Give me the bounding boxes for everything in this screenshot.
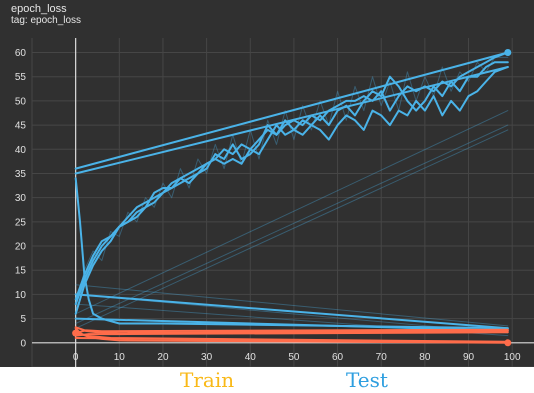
- legend-test-label: Test: [346, 368, 388, 392]
- chart-panel: 0 10 20 30 40 50 60 70 80 90 100 0 5 10 15 20 25 30 35 40 4…: [0, 0, 534, 367]
- series-layer: [74, 51, 509, 344]
- chart-title: epoch_loss: [11, 3, 67, 15]
- test-series-line: [74, 293, 509, 330]
- test-series-line: [74, 51, 509, 170]
- x-tick-label: 0: [73, 352, 79, 363]
- test-series-line: [74, 61, 509, 306]
- x-tick-label: 80: [419, 352, 431, 363]
- x-tick-label: 70: [376, 352, 388, 363]
- test-series-line: [74, 51, 509, 315]
- test-series-line: [75, 56, 509, 310]
- train-series-line: [74, 326, 509, 333]
- test-series-line: [74, 177, 509, 330]
- test-series-line: [74, 66, 509, 175]
- chart-plot: 0 10 20 30 40 50 60 70 80 90 100 0 5 10 15 20 25 30 35 40 4…: [15, 38, 534, 367]
- test-series-line: [74, 66, 509, 301]
- x-tick-label: 50: [288, 352, 300, 363]
- train-series-point: [504, 339, 512, 347]
- y-tick-labels: 0 5 10 15 20 25 30 35 40 45 50 55 60: [15, 48, 27, 349]
- test-series-point: [504, 49, 512, 57]
- legend-train-label: Train: [180, 368, 235, 392]
- train-series-line: [74, 329, 509, 335]
- axis-layer: [32, 38, 534, 367]
- y-tick-label: 40: [15, 145, 27, 156]
- y-tick-label: 10: [15, 290, 27, 301]
- chart-tag: tag: epoch_loss: [11, 15, 82, 26]
- x-tick-label: 90: [463, 352, 475, 363]
- test-series-line: [75, 124, 509, 324]
- train-series-point: [72, 329, 80, 337]
- test-series-line: [74, 317, 509, 332]
- y-tick-label: 0: [20, 338, 26, 349]
- marker-layer: [72, 49, 512, 347]
- train-series-line: [74, 331, 509, 337]
- y-tick-label: 25: [15, 217, 27, 228]
- y-tick-label: 20: [15, 242, 27, 253]
- test-series-line: [75, 293, 509, 334]
- x-tick-label: 20: [157, 352, 169, 363]
- y-tick-label: 5: [20, 314, 26, 325]
- x-tick-label: 40: [245, 352, 257, 363]
- y-tick-label: 50: [15, 96, 27, 107]
- x-tick-label: 100: [504, 352, 521, 363]
- y-tick-label: 15: [15, 266, 27, 277]
- test-series-line: [75, 110, 509, 315]
- y-tick-label: 30: [15, 193, 27, 204]
- train-series-line: [74, 337, 509, 344]
- y-tick-label: 55: [15, 72, 27, 83]
- y-tick-label: 45: [15, 121, 27, 132]
- x-tick-label: 10: [114, 352, 126, 363]
- test-series-line: [75, 284, 509, 327]
- x-tick-labels: 0 10 20 30 40 50 60 70 80 90 100: [73, 352, 521, 363]
- x-tick-label: 30: [201, 352, 213, 363]
- x-tick-label: 60: [332, 352, 344, 363]
- test-series-line: [75, 129, 509, 329]
- y-tick-label: 35: [15, 169, 27, 180]
- y-tick-label: 60: [15, 48, 27, 59]
- grid-layer: [31, 38, 534, 367]
